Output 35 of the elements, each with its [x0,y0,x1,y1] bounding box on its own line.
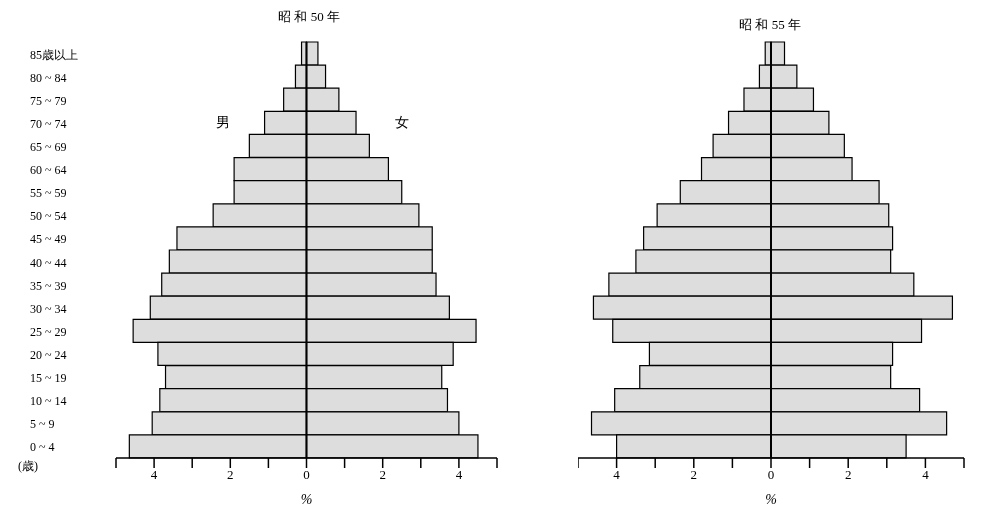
y-tick-label: 55 ~ 59 [30,186,67,201]
chart-title: 昭 和 50 年 [277,8,341,26]
series-label: 男 [214,113,231,132]
chart-title: 昭 和 55 年 [738,16,802,34]
x-axis-title: % [299,492,314,508]
x-tick-label: 2 [690,467,698,483]
x-tick-label: 2 [844,467,852,483]
y-tick-label: 10 ~ 14 [30,394,67,409]
x-tick-label: 4 [455,467,463,483]
x-tick-label: 2 [227,467,234,483]
y-tick-label: 50 ~ 54 [30,209,67,224]
x-tick-label: 0 [767,467,775,483]
y-tick-label: 40 ~ 44 [30,255,67,270]
series-label: 女 [393,113,410,132]
y-tick-label: 0 ~ 4 [30,440,55,455]
y-tick-label: 20 ~ 24 [30,348,67,362]
x-tick-label: 0 [303,467,310,483]
y-tick-label: 30 ~ 34 [30,301,67,316]
x-tick-label: 4 [922,467,930,483]
x-tick-label: 4 [613,467,621,483]
y-tick-label: 45 ~ 49 [30,232,67,247]
x-tick-label: 2 [379,467,386,483]
y-tick-label: 15 ~ 19 [30,371,67,386]
y-tick-label: 60 ~ 64 [30,163,67,178]
text: (歳) [18,458,38,475]
y-tick-label: 70 ~ 74 [30,116,67,131]
x-axis-title: % [764,492,778,508]
y-tick-label: 35 ~ 39 [30,278,67,293]
y-tick-label: 85歳以上 [30,47,78,62]
y-tick-label: 5 ~ 9 [30,417,55,432]
x-tick-label: 4 [150,467,158,483]
y-tick-label: 80 ~ 84 [30,70,67,85]
y-tick-label: 65 ~ 69 [30,140,67,154]
y-tick-label: 25 ~ 29 [30,324,67,339]
y-tick-label: 75 ~ 79 [30,93,67,108]
